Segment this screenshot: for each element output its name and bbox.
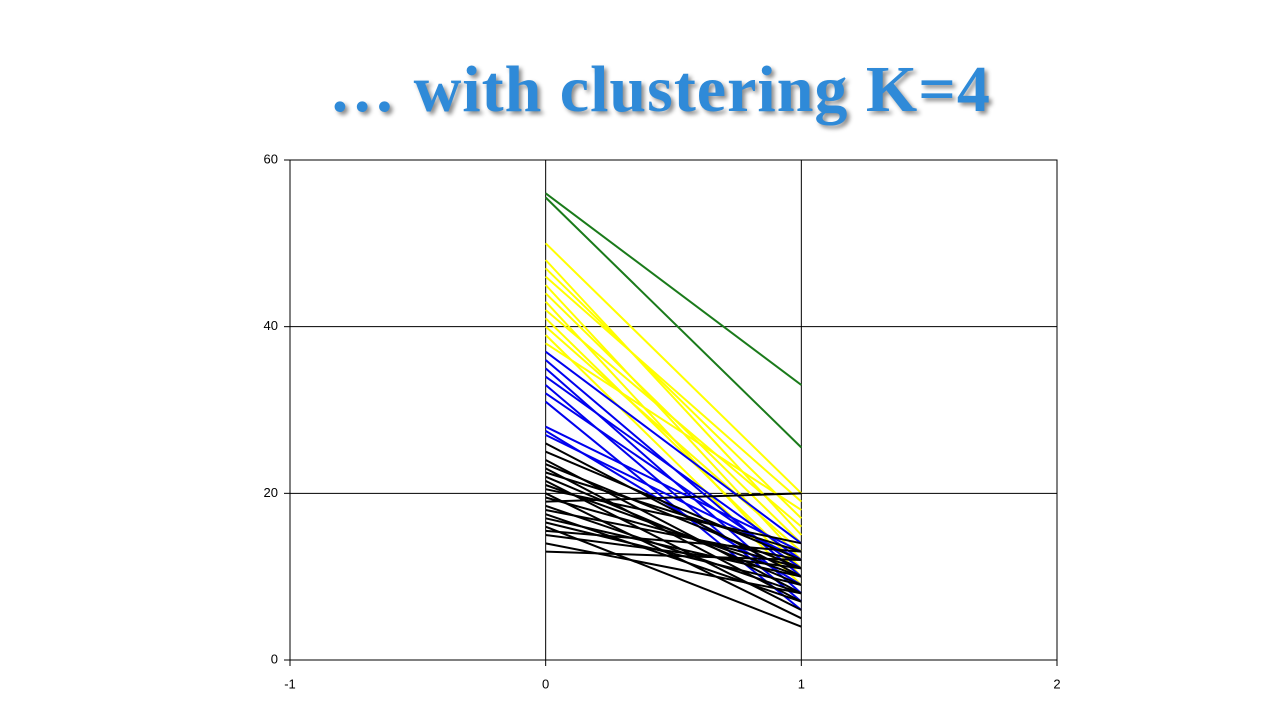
series-line xyxy=(545,375,802,561)
series-line xyxy=(545,425,802,553)
series-line xyxy=(545,496,802,570)
series-line xyxy=(544,196,803,449)
series-line xyxy=(545,442,802,578)
series-line xyxy=(545,534,802,570)
series-line xyxy=(545,384,802,603)
series-line xyxy=(544,259,803,536)
y-tick-label: 40 xyxy=(264,318,278,333)
series-line xyxy=(545,488,802,545)
plot-frame xyxy=(289,159,1058,661)
x-tick-label: -1 xyxy=(284,676,296,691)
series-line xyxy=(545,484,802,578)
series-line xyxy=(545,275,802,503)
series-line xyxy=(545,325,802,553)
series-line xyxy=(545,479,802,611)
series-line xyxy=(545,517,802,578)
series-line xyxy=(545,350,802,545)
series-line xyxy=(545,525,802,628)
series-line xyxy=(544,242,803,495)
series-line xyxy=(545,529,802,553)
y-tick-label: 0 xyxy=(271,651,278,666)
x-tick-label: 0 xyxy=(542,676,549,691)
series-line xyxy=(545,521,802,586)
series-line xyxy=(545,504,802,595)
x-tick-label: 1 xyxy=(798,676,805,691)
y-tick-label: 20 xyxy=(264,485,278,500)
series-line xyxy=(545,450,802,561)
series-line xyxy=(545,509,802,561)
series-line xyxy=(544,334,803,586)
series-line xyxy=(545,471,802,553)
series-line xyxy=(544,317,803,570)
y-tick-label: 60 xyxy=(264,151,278,166)
series-line xyxy=(545,550,802,561)
series-line xyxy=(545,309,802,528)
series-line xyxy=(545,192,802,386)
series-line xyxy=(545,542,802,595)
x-tick-label: 2 xyxy=(1053,676,1060,691)
series-line xyxy=(544,267,803,520)
slide-title: … with clustering K=4 xyxy=(329,53,991,126)
series-line xyxy=(545,342,802,511)
